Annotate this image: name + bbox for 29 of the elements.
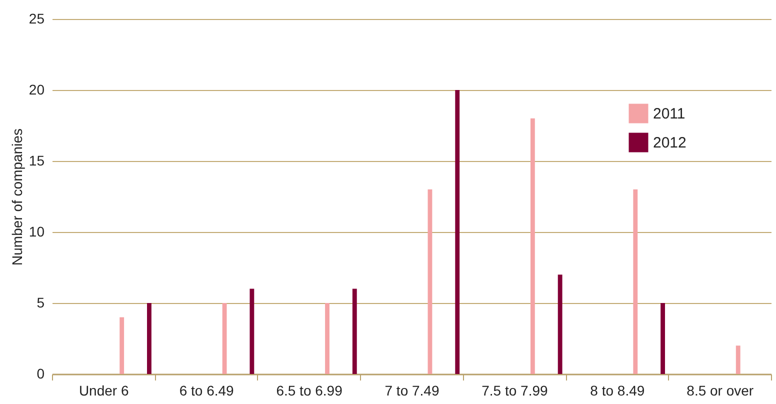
- y-tick-label: 10: [28, 224, 45, 240]
- legend-label: 2011: [653, 106, 686, 122]
- x-tick-label: 8.5 or over: [686, 382, 754, 398]
- x-tick-label: 8 to 8.49: [590, 382, 645, 398]
- bar: [250, 288, 254, 374]
- bar: [120, 317, 124, 374]
- x-tick-label: 7.5 to 7.99: [482, 382, 548, 398]
- bar: [660, 303, 666, 374]
- bar: [222, 303, 227, 374]
- y-tick-label: 0: [36, 366, 45, 382]
- y-tick-label: 5: [36, 294, 45, 310]
- bar: [352, 288, 357, 374]
- y-tick-label: 20: [28, 82, 45, 98]
- bar: [558, 274, 562, 374]
- x-tick-label: 7 to 7.49: [384, 382, 440, 398]
- legend-label: 2012: [653, 134, 686, 152]
- bar: [455, 90, 460, 374]
- y-tick-label: 25: [28, 10, 45, 26]
- x-tick-label: 6 to 6.49: [179, 382, 234, 398]
- x-tick-label: 6.5 to 6.99: [276, 382, 343, 398]
- y-tick-label: 15: [28, 152, 45, 168]
- y-axis-title: Number of companies: [8, 128, 25, 266]
- bar: [530, 118, 535, 374]
- bar: [428, 189, 432, 374]
- bar: [633, 189, 638, 374]
- bar: [325, 303, 330, 374]
- x-tick-label: Under 6: [78, 382, 129, 398]
- bar: [147, 303, 152, 374]
- bar: [736, 346, 740, 374]
